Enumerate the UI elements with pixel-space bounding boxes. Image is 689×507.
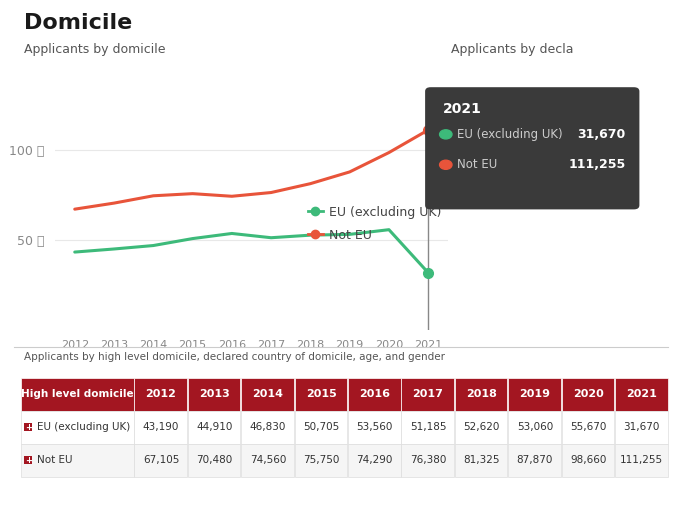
Text: 53,560: 53,560: [356, 422, 393, 432]
Text: 2019: 2019: [520, 389, 551, 399]
Text: 44,910: 44,910: [196, 422, 233, 432]
Text: 98,660: 98,660: [570, 455, 606, 465]
Text: 2020: 2020: [573, 389, 604, 399]
Text: EU (excluding UK): EU (excluding UK): [37, 422, 130, 432]
Text: 53,060: 53,060: [517, 422, 553, 432]
Text: 111,255: 111,255: [620, 455, 664, 465]
Text: 75,750: 75,750: [303, 455, 340, 465]
Text: 76,380: 76,380: [410, 455, 446, 465]
Text: Not EU: Not EU: [457, 158, 497, 171]
Text: 31,670: 31,670: [624, 422, 660, 432]
Text: 74,560: 74,560: [249, 455, 286, 465]
Text: +: +: [25, 423, 32, 431]
Text: EU (excluding UK): EU (excluding UK): [457, 128, 562, 141]
Text: 2012: 2012: [145, 389, 176, 399]
Text: 67,105: 67,105: [143, 455, 179, 465]
Text: 2021: 2021: [443, 102, 482, 117]
Text: Not EU: Not EU: [37, 455, 73, 465]
Text: 31,670: 31,670: [577, 128, 626, 141]
Text: Applicants by domicile: Applicants by domicile: [24, 43, 165, 56]
Text: 70,480: 70,480: [196, 455, 233, 465]
Text: Domicile: Domicile: [24, 13, 132, 32]
Text: 87,870: 87,870: [517, 455, 553, 465]
Text: High level domicile: High level domicile: [21, 389, 134, 399]
Text: 2013: 2013: [199, 389, 230, 399]
Text: 74,290: 74,290: [356, 455, 393, 465]
Text: 2015: 2015: [306, 389, 337, 399]
Text: 46,830: 46,830: [249, 422, 286, 432]
Text: 2016: 2016: [359, 389, 390, 399]
Text: Applicants by decla: Applicants by decla: [451, 43, 574, 56]
Text: Applicants by high level domicile, declared country of domicile, age, and gender: Applicants by high level domicile, decla…: [24, 352, 445, 363]
Text: 52,620: 52,620: [463, 422, 500, 432]
Text: 43,190: 43,190: [143, 422, 179, 432]
Text: 2018: 2018: [466, 389, 497, 399]
Text: 51,185: 51,185: [410, 422, 446, 432]
Text: 2017: 2017: [413, 389, 444, 399]
Text: 55,670: 55,670: [570, 422, 606, 432]
Text: 111,255: 111,255: [568, 158, 626, 171]
Text: 2014: 2014: [252, 389, 283, 399]
Text: 81,325: 81,325: [463, 455, 500, 465]
Text: +: +: [25, 456, 32, 464]
Text: 50,705: 50,705: [303, 422, 340, 432]
Text: 2021: 2021: [626, 389, 657, 399]
Legend: EU (excluding UK), Not EU: EU (excluding UK), Not EU: [308, 206, 442, 242]
